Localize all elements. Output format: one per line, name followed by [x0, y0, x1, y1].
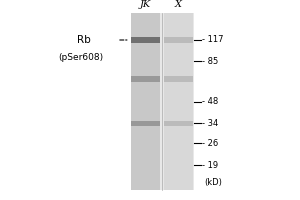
Text: Rb: Rb	[77, 35, 91, 45]
Text: - 117: - 117	[202, 36, 224, 45]
FancyBboxPatch shape	[164, 120, 193, 126]
Text: (kD): (kD)	[204, 178, 222, 186]
Text: - 85: - 85	[202, 56, 219, 66]
FancyBboxPatch shape	[131, 13, 160, 190]
Text: JK: JK	[140, 0, 151, 9]
FancyBboxPatch shape	[131, 76, 160, 82]
FancyBboxPatch shape	[131, 120, 160, 126]
FancyBboxPatch shape	[131, 37, 160, 43]
FancyBboxPatch shape	[164, 76, 193, 82]
Text: - 26: - 26	[202, 138, 219, 148]
Text: (pSer608): (pSer608)	[58, 53, 104, 62]
Text: X: X	[175, 0, 182, 9]
FancyBboxPatch shape	[132, 13, 194, 190]
FancyBboxPatch shape	[164, 37, 193, 43]
FancyBboxPatch shape	[164, 13, 193, 190]
Text: - 34: - 34	[202, 118, 219, 128]
Text: - 19: - 19	[202, 160, 219, 170]
Text: - 48: - 48	[202, 98, 219, 106]
